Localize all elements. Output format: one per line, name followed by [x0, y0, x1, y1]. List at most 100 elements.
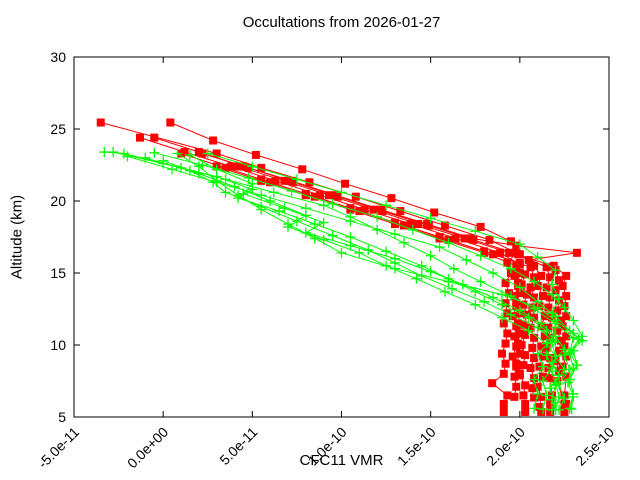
- data-point-plus-marker: [268, 187, 279, 198]
- data-point-square-marker: [553, 306, 562, 315]
- data-point-plus-marker: [505, 309, 516, 320]
- data-point-plus-marker: [538, 376, 549, 386]
- data-point-plus-marker: [566, 404, 577, 415]
- data-point-square-marker: [301, 189, 310, 198]
- data-point-square-marker: [135, 133, 144, 142]
- data-point-plus-marker: [546, 365, 557, 376]
- data-point-square-marker: [510, 271, 519, 280]
- data-point-plus-marker: [559, 393, 570, 404]
- data-point-square-marker: [460, 234, 469, 243]
- data-point-square-marker: [537, 342, 546, 351]
- data-point-square-marker: [498, 349, 506, 358]
- data-point-plus-marker: [443, 237, 454, 248]
- data-point-plus-marker: [372, 211, 383, 222]
- data-point-square-marker: [510, 332, 519, 341]
- data-point-square-marker: [515, 349, 524, 358]
- data-point-plus-marker: [381, 200, 392, 211]
- data-point-square-marker: [515, 329, 524, 338]
- data-point-square-marker: [533, 382, 542, 391]
- data-point-plus-marker: [550, 331, 561, 342]
- data-point-plus-marker: [220, 187, 231, 198]
- y-tick-label: 20: [50, 193, 66, 209]
- data-point-plus-marker: [541, 325, 552, 336]
- data-point-square-marker: [209, 136, 218, 145]
- data-point-plus-marker: [541, 390, 552, 401]
- data-point-square-marker: [546, 353, 555, 362]
- data-point-plus-marker: [291, 174, 302, 185]
- data-point-square-marker: [544, 303, 553, 312]
- data-point-plus-marker: [256, 204, 267, 215]
- data-point-plus-marker: [559, 344, 570, 355]
- data-point-plus-marker: [390, 229, 400, 240]
- series-line-occultation-green-5: [177, 153, 584, 411]
- data-point-square-marker: [562, 271, 571, 280]
- data-point-plus-marker: [243, 172, 254, 183]
- data-point-plus-marker: [545, 383, 556, 394]
- data-point-plus-marker: [497, 289, 507, 300]
- data-point-plus-marker: [354, 247, 365, 258]
- data-point-plus-marker: [336, 187, 347, 198]
- data-point-square-marker: [542, 283, 551, 292]
- data-point-plus-marker: [202, 148, 213, 159]
- data-point-plus-marker: [318, 217, 329, 228]
- data-point-plus-marker: [532, 296, 543, 307]
- data-point-plus-marker: [279, 203, 290, 214]
- data-point-plus-marker: [554, 391, 565, 402]
- data-point-plus-marker: [532, 252, 543, 263]
- data-point-square-marker: [537, 392, 546, 401]
- data-point-square-marker: [537, 271, 546, 280]
- data-point-square-marker: [526, 283, 535, 292]
- data-point-plus-marker: [488, 292, 499, 303]
- data-point-plus-marker: [425, 250, 436, 261]
- data-point-plus-marker: [554, 370, 565, 381]
- data-point-plus-marker: [564, 325, 575, 336]
- data-point-plus-marker: [538, 404, 549, 415]
- data-point-square-marker: [499, 369, 508, 378]
- data-point-plus-marker: [475, 250, 486, 261]
- series-line-occultation-green-3: [145, 157, 553, 409]
- data-point-plus-marker: [550, 351, 561, 362]
- data-point-square-marker: [341, 179, 350, 188]
- data-point-square-marker: [542, 263, 551, 272]
- data-point-plus-marker: [488, 268, 499, 278]
- data-point-square-marker: [198, 149, 207, 158]
- data-point-square-marker: [305, 178, 314, 187]
- data-point-square-marker: [558, 281, 567, 290]
- data-point-plus-marker: [434, 242, 445, 253]
- data-point-square-marker: [514, 319, 523, 328]
- data-point-square-marker: [551, 286, 560, 295]
- data-point-plus-marker: [172, 148, 183, 159]
- data-point-plus-marker: [256, 190, 267, 201]
- y-tick-label: 10: [50, 337, 66, 353]
- data-point-square-marker: [519, 361, 528, 370]
- data-point-plus-marker: [336, 247, 347, 258]
- data-point-square-marker: [496, 248, 505, 257]
- data-point-plus-marker: [564, 403, 575, 414]
- data-point-square-marker: [501, 279, 510, 288]
- data-point-plus-marker: [398, 237, 409, 248]
- data-point-plus-marker: [447, 283, 458, 294]
- data-point-square-marker: [546, 400, 555, 409]
- data-point-plus-marker: [541, 338, 552, 349]
- data-point-square-marker: [562, 312, 571, 321]
- data-point-square-marker: [549, 261, 558, 270]
- data-point-square-marker: [546, 407, 555, 416]
- data-point-square-marker: [510, 372, 519, 381]
- data-point-plus-marker: [300, 203, 311, 214]
- data-point-square-marker: [521, 330, 530, 339]
- data-point-square-marker: [539, 352, 548, 361]
- data-point-plus-marker: [411, 273, 422, 284]
- data-point-square-marker: [480, 247, 489, 256]
- data-point-square-marker: [378, 207, 387, 216]
- data-point-square-marker: [226, 162, 235, 171]
- data-point-plus-marker: [457, 279, 468, 290]
- data-point-square-marker: [526, 263, 535, 272]
- data-point-square-marker: [503, 258, 512, 267]
- data-point-plus-marker: [505, 263, 516, 274]
- data-point-square-marker: [251, 150, 260, 159]
- data-point-plus-marker: [550, 322, 561, 333]
- data-point-plus-marker: [416, 260, 427, 271]
- data-point-plus-marker: [167, 164, 178, 175]
- data-point-square-marker: [325, 191, 334, 200]
